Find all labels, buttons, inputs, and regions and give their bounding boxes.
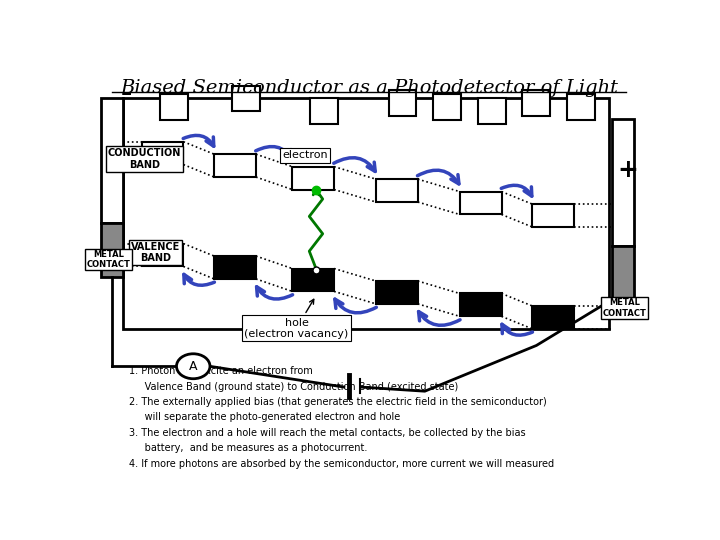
Text: 4. If more photons are absorbed by the semiconductor, more current we will measu: 4. If more photons are absorbed by the s… xyxy=(129,458,554,469)
Text: METAL
CONTACT: METAL CONTACT xyxy=(603,299,647,318)
Text: hole
(electron vacancy): hole (electron vacancy) xyxy=(244,299,348,339)
Text: METAL
CONTACT: METAL CONTACT xyxy=(86,250,130,269)
Text: –: – xyxy=(121,84,132,104)
Text: A: A xyxy=(189,360,197,373)
Bar xyxy=(523,90,550,116)
Text: 1. Photon can excite an electron from: 1. Photon can excite an electron from xyxy=(129,366,312,376)
Bar xyxy=(310,98,338,124)
Bar xyxy=(459,192,502,214)
Bar xyxy=(612,246,634,300)
Bar xyxy=(376,179,418,202)
Text: battery,  and be measures as a photocurrent.: battery, and be measures as a photocurre… xyxy=(129,443,367,453)
Text: +: + xyxy=(617,158,638,182)
Bar xyxy=(292,268,334,292)
Bar xyxy=(532,306,574,329)
Bar xyxy=(459,293,502,316)
Bar xyxy=(124,98,609,329)
Bar xyxy=(160,94,188,120)
Circle shape xyxy=(176,354,210,379)
Text: 2. The externally applied bias (that generates the electric field in the semicon: 2. The externally applied bias (that gen… xyxy=(129,397,546,407)
Text: Valence Band (ground state) to Conduction Band (excited state): Valence Band (ground state) to Conductio… xyxy=(129,382,459,392)
Text: 3. The electron and a hole will reach the metal contacts, be collected by the bi: 3. The electron and a hole will reach th… xyxy=(129,428,526,438)
Bar xyxy=(101,223,124,277)
Bar xyxy=(389,90,416,116)
Text: will separate the photo-generated electron and hole: will separate the photo-generated electr… xyxy=(129,413,400,422)
Bar xyxy=(292,167,334,190)
Bar xyxy=(567,94,595,120)
Bar xyxy=(142,244,184,266)
Text: Biased Semiconductor as a Photodetector of Light: Biased Semiconductor as a Photodetector … xyxy=(120,79,618,97)
Bar xyxy=(478,98,505,124)
Bar xyxy=(101,98,124,223)
Bar xyxy=(142,141,184,165)
Text: electron: electron xyxy=(282,150,328,160)
Bar xyxy=(433,94,461,120)
Bar xyxy=(532,204,574,227)
Bar xyxy=(214,154,256,177)
Bar xyxy=(376,281,418,304)
Bar xyxy=(214,256,256,279)
Text: CONDUCTION
BAND: CONDUCTION BAND xyxy=(108,148,181,170)
Text: VALENCE
BAND: VALENCE BAND xyxy=(131,241,181,263)
Bar xyxy=(612,119,634,246)
Bar xyxy=(233,85,260,111)
